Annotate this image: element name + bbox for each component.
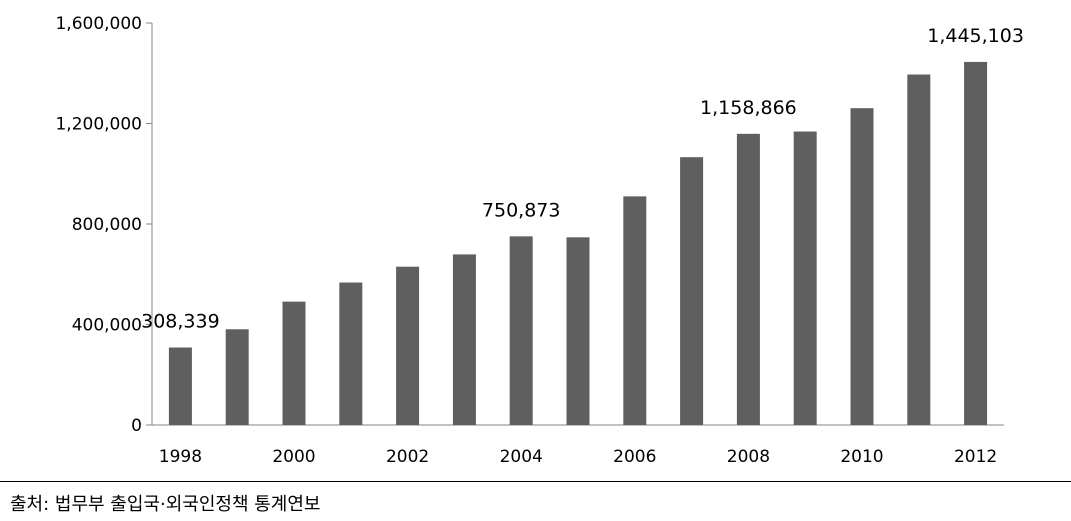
x-tick-label: 2012 — [954, 447, 997, 467]
data-label-2012: 1,445,103 — [927, 25, 1024, 47]
data-label-2004: 750,873 — [482, 199, 561, 221]
bar-1998 — [168, 347, 192, 425]
y-tick-label: 400,000 — [72, 316, 142, 336]
x-tick-label: 2010 — [840, 447, 883, 467]
bar-2007 — [680, 157, 704, 426]
source-note: 출처: 법무부 출입국·외국인정책 통계연보 — [10, 494, 321, 515]
bar-2001 — [339, 282, 363, 425]
x-tick-label: 2004 — [500, 447, 543, 467]
y-tick-label: 1,600,000 — [55, 14, 142, 34]
bar-2003 — [452, 254, 476, 425]
x-tick-label: 2000 — [272, 447, 315, 467]
data-label-1998: 308,339 — [141, 311, 220, 333]
x-tick-label: 1998 — [159, 447, 202, 467]
bar-1999 — [225, 329, 249, 425]
x-tick-label: 2006 — [613, 447, 656, 467]
bar-2012 — [964, 61, 988, 425]
bars — [168, 61, 988, 426]
x-tick-label: 2002 — [386, 447, 429, 467]
x-axis: 1998 2000 2002 2004 2006 2008 2010 2012 — [152, 424, 1004, 467]
bar-2004 — [509, 236, 533, 425]
y-tick-label: 1,200,000 — [55, 115, 142, 135]
bar-2005 — [566, 237, 590, 425]
data-labels: 308,339 750,873 1,158,866 1,445,103 — [141, 25, 1024, 333]
source-divider — [0, 481, 1071, 482]
bar-2000 — [282, 301, 306, 425]
bar-2010 — [850, 108, 874, 425]
bar-chart: 0 400,000 800,000 1,200,000 1,600,000 1998 20… — [55, 14, 1024, 467]
bar-2009 — [793, 131, 817, 426]
y-tick-label: 0 — [131, 416, 142, 436]
bar-2008 — [736, 133, 760, 426]
y-axis: 0 400,000 800,000 1,200,000 1,600,000 — [55, 14, 153, 436]
x-tick-label: 2008 — [727, 447, 770, 467]
y-tick-label: 800,000 — [72, 215, 142, 235]
bar-2011 — [907, 74, 931, 425]
bar-2002 — [396, 266, 420, 425]
bar-2006 — [623, 196, 647, 425]
data-label-2008: 1,158,866 — [700, 97, 797, 119]
